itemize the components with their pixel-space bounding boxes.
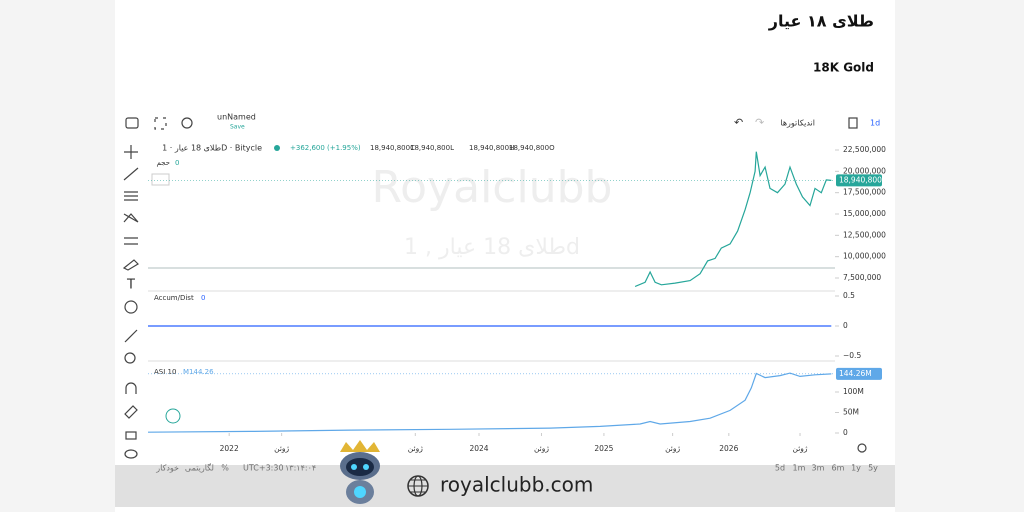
fib-tool[interactable] — [124, 191, 138, 201]
y-tick-label: 7,500,000 — [843, 273, 881, 282]
volume-value: 0 — [175, 159, 179, 167]
camera-icon[interactable] — [125, 117, 139, 129]
x-tick-label: ژوئن — [408, 444, 423, 453]
range-button[interactable]: 3m — [812, 464, 825, 473]
y-tick-label: 20,000,000 — [843, 166, 886, 175]
ruler-tool[interactable] — [124, 329, 138, 343]
x-tick-label: ژوئن — [534, 444, 549, 453]
x-tick-label: ژوئن — [274, 444, 289, 453]
settings-icon[interactable] — [181, 117, 193, 129]
asi-label: ASI 10 — [154, 368, 176, 376]
accum-value: 0 — [201, 294, 205, 302]
current-label: 144.26M — [839, 369, 872, 378]
asi-value: M144.26 — [183, 368, 214, 376]
x-tick-label: 2022 — [220, 444, 239, 453]
x-tick-label: ژوئن — [793, 444, 808, 453]
volume-label: حجم — [156, 159, 170, 167]
brush-tool[interactable] — [122, 259, 139, 271]
globe-icon — [407, 475, 429, 497]
emoji-tool[interactable] — [124, 300, 138, 314]
axis-settings[interactable] — [857, 443, 867, 453]
y-tick-label: 17,500,000 — [843, 188, 886, 197]
y-tick-label: 0.5 — [843, 291, 855, 300]
interval-button[interactable]: 1d — [870, 119, 880, 128]
series-line — [147, 372, 832, 433]
redo[interactable]: ↷ — [755, 116, 764, 129]
ohlc: 18,940,800L — [410, 144, 454, 152]
eye-tool[interactable] — [124, 449, 138, 459]
x-tick-label: 2025 — [594, 444, 613, 453]
plot: 7,500,000 10,000,000 12,500,000 15,000,000 1… — [147, 145, 886, 453]
change: +362,600 (+1.95%) — [290, 144, 361, 152]
ohlc: 18,940,800O — [509, 144, 555, 152]
y-tick-label: 15,000,000 — [843, 209, 886, 218]
fullscreen-icon[interactable] — [154, 117, 167, 130]
symbol-legend: طلای 18 عیار · 1D · Bitycle — [162, 144, 262, 153]
range-button[interactable]: 6m — [832, 464, 845, 473]
x-tick-label: ژوئن — [665, 444, 680, 453]
y-tick-label: 10,000,000 — [843, 252, 886, 261]
pattern-tool[interactable] — [123, 213, 139, 223]
candle-icon[interactable] — [848, 117, 858, 129]
watermark-brand: Royalclubb — [372, 162, 613, 213]
current-label: 18,940,800 — [839, 175, 882, 184]
indicators-button[interactable]: اندیکاتورها — [780, 119, 815, 128]
range-button[interactable]: 5d — [775, 464, 785, 473]
text-tool[interactable]: T — [126, 278, 135, 293]
save-button[interactable]: Save — [230, 124, 245, 131]
pen-tool[interactable] — [124, 405, 138, 419]
forecast-tool[interactable] — [124, 237, 138, 245]
y-tick-label: 22,500,000 — [843, 145, 886, 154]
zoom-tool[interactable] — [124, 352, 136, 364]
x-tick-label: 2024 — [469, 444, 488, 453]
logo — [165, 408, 181, 424]
mascot — [340, 440, 380, 504]
left-toolbar: T — [122, 145, 139, 459]
cross-tool[interactable] — [124, 145, 138, 159]
timezone: UTC+3:30 — [243, 464, 284, 473]
title-fa: طلای ۱۸ عیار — [768, 12, 874, 31]
magnet-tool[interactable] — [125, 382, 137, 394]
auto-button[interactable]: خودکار — [155, 464, 179, 473]
range-button[interactable]: 1y — [851, 464, 861, 473]
top-toolbar: unNamed Save ↶ ↷ اندیکاتورها 1d — [125, 113, 880, 131]
ohlc: 18,940,800C — [370, 144, 415, 152]
accum-label: Accum/Dist — [154, 294, 194, 302]
range-button[interactable]: 5y — [868, 464, 878, 473]
y-tick-label: 12,500,000 — [843, 230, 886, 239]
title-en: 18K Gold — [813, 61, 874, 75]
y-tick-label: 0 — [843, 428, 848, 437]
ohlc: 18,940,800H — [469, 144, 514, 152]
watermark-symbol: طلای 18 عیار , 1d — [404, 235, 580, 260]
clock: ۱۳:۱۴:۰۴ — [285, 464, 316, 473]
banner — [115, 465, 895, 507]
collapse-button[interactable] — [151, 173, 170, 186]
line-tool[interactable] — [123, 167, 139, 181]
card — [115, 0, 895, 512]
log-button[interactable]: لگاریتمی — [185, 463, 214, 473]
series-line — [634, 151, 832, 288]
y-tick-label: 50M — [843, 408, 859, 417]
y-tick-label: 0 — [843, 321, 848, 330]
y-tick-label: 100M — [843, 387, 864, 396]
x-tick-label: 2026 — [719, 444, 738, 453]
current-badge — [836, 174, 882, 187]
y-tick-label: −0.5 — [843, 351, 861, 360]
footer: 5d 1m 3m 6m 1y 5y خودکار لگاریتمی % UTC+… — [155, 463, 878, 473]
lock-tool[interactable] — [125, 431, 137, 440]
banner-url[interactable]: royalclubb.com — [440, 473, 593, 497]
range-button[interactable]: 1m — [793, 464, 806, 473]
percent-button[interactable]: % — [221, 464, 229, 473]
current-badge — [836, 367, 882, 380]
status-dot — [274, 145, 280, 151]
undo[interactable]: ↶ — [734, 116, 743, 129]
layout-name[interactable]: unNamed — [217, 113, 256, 122]
